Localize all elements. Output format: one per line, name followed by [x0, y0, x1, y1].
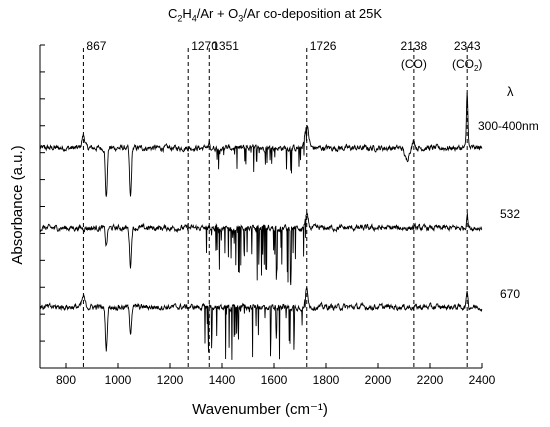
reference-line-label: 1726 [310, 39, 337, 53]
lambda-header: λ [507, 84, 514, 99]
reference-line-sublabel: (CO) [401, 57, 427, 71]
x-tick-label: 1800 [313, 373, 340, 387]
x-tick-label: 800 [56, 373, 76, 387]
x-tick-label: 1400 [209, 373, 236, 387]
x-tick-label: 1200 [157, 373, 184, 387]
series-label: 670 [500, 287, 520, 301]
reference-line-label: 2343 [454, 39, 481, 53]
spectrum-series-line [39, 92, 483, 197]
x-tick-label: 2400 [469, 373, 496, 387]
reference-line-label: 1351 [212, 39, 239, 53]
reference-line-label: 867 [86, 39, 106, 53]
x-tick-label: 2200 [417, 373, 444, 387]
reference-line-label: 1270 [191, 39, 218, 53]
spectrum-series-line [39, 286, 483, 360]
spectrum-series-line [39, 212, 483, 286]
series-label: 532 [500, 207, 520, 221]
x-tick-label: 1000 [105, 373, 132, 387]
series-label: 300-400nm [478, 119, 539, 133]
x-axis-label: Wavenumber (cm⁻¹) [192, 401, 328, 418]
y-axis-label: Absorbance (a.u.) [9, 145, 26, 264]
x-tick-label: 1600 [261, 373, 288, 387]
chart-title: C2H4/Ar + O3/Ar co-deposition at 25K [167, 6, 383, 24]
reference-line-sublabel: (CO2) [452, 57, 482, 73]
reference-line-label: 2138 [401, 39, 428, 53]
x-tick-label: 2000 [365, 373, 392, 387]
